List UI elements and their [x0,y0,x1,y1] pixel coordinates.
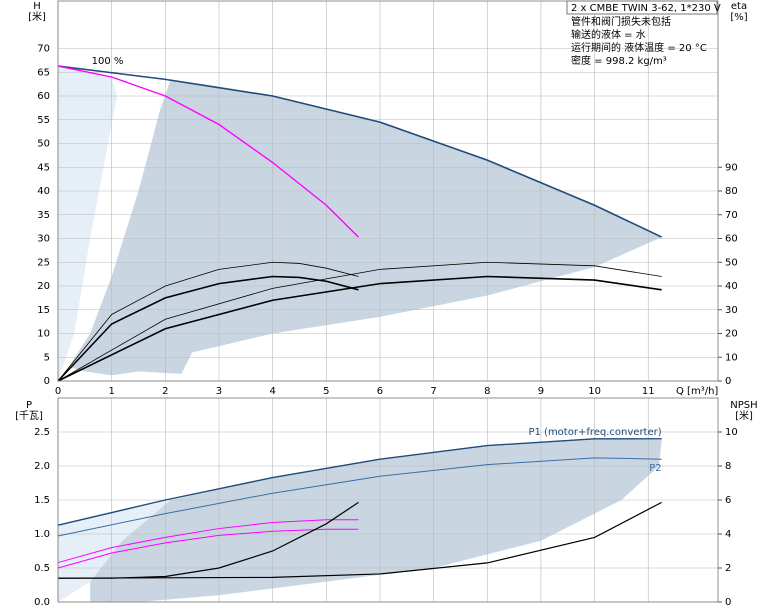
y-tick-label: 25 [37,257,50,268]
plot-frame [57,397,719,603]
y-tick-label: 50 [37,139,50,150]
y-tick-label: 5 [44,352,50,363]
operating-range [90,438,662,602]
curve-label: P2 [649,463,661,474]
curve [57,457,662,537]
info-note: 密度 = 998.2 kg/m³ [571,54,667,67]
curve-label: 100 % [92,56,124,67]
y-tick-label: 40 [37,186,50,197]
y-tick-label: 65 [37,67,50,78]
y-axis-unit: [千瓦] [15,410,43,422]
curve [57,275,359,382]
info-title: 2 x CMBE TWIN 3-62, 1*230 V [571,3,721,14]
curve-label: P1 (motor+freq.converter) [528,427,661,438]
y2-axis-label: NPSH [730,400,757,411]
y2-tick-label: 2 [725,563,731,574]
y2-tick-label: 10 [725,352,738,363]
operating-range [58,66,118,381]
y2-tick-label: 30 [725,305,738,316]
x-tick-label: 10 [588,386,601,397]
y2-tick-label: 8 [725,461,731,472]
y-tick-label: 70 [37,44,50,55]
y2-tick-label: 40 [725,281,738,292]
x-tick-label: 3 [216,386,222,397]
x-tick-label: 1 [108,386,114,397]
info-note: 运行期间的 液体温度 = 20 °C [571,41,707,54]
curve [57,261,359,382]
y-axis-label: P [26,400,32,411]
y2-tick-label: 80 [725,186,738,197]
y2-tick-label: 50 [725,257,738,268]
y-tick-label: 20 [37,281,50,292]
x-tick-label: 11 [642,386,655,397]
y2-tick-label: 4 [725,529,731,540]
x-tick-label: 9 [538,386,544,397]
y-tick-label: 35 [37,210,50,221]
info-box [566,0,718,15]
y-tick-label: 0 [44,376,50,387]
y-axis-label: H [33,1,41,12]
y-tick-label: 1.5 [34,495,50,506]
y-tick-label: 2.0 [34,461,50,472]
y2-tick-label: 90 [725,162,738,173]
curve [57,501,662,579]
y-tick-label: 55 [37,115,50,126]
y-tick-label: 45 [37,162,50,173]
plot-frame [57,0,719,382]
x-tick-label: 0 [55,386,61,397]
y-tick-label: 10 [37,329,50,340]
x-tick-label: 2 [162,386,168,397]
curve [57,65,359,238]
y-axis-unit: [米] [28,10,46,23]
y2-axis-label: eta [731,1,747,12]
x-axis-label: Q [m³/h] [676,386,718,397]
x-tick-label: 5 [323,386,329,397]
y2-axis-unit: [%] [730,12,747,23]
y2-tick-label: 6 [725,495,731,506]
y-tick-label: 30 [37,234,50,245]
curve [57,275,662,382]
y2-tick-label: 0 [725,376,731,387]
curve [57,438,662,526]
curve [57,519,359,564]
y-tick-label: 15 [37,305,50,316]
y-tick-label: 60 [37,91,50,102]
y-tick-label: 0.5 [34,563,50,574]
operating-range [68,79,662,376]
x-tick-label: 8 [484,386,490,397]
y-tick-label: 0.0 [34,597,50,608]
y2-tick-label: 20 [725,329,738,340]
y2-tick-label: 60 [725,234,738,245]
curve [57,261,662,382]
curve [57,65,663,238]
operating-range [58,500,171,602]
x-tick-label: 7 [430,386,436,397]
info-note: 输送的液体 = 水 [571,28,646,41]
y-tick-label: 1.0 [34,529,50,540]
x-tick-label: 6 [377,386,383,397]
y2-tick-label: 10 [725,427,738,438]
x-tick-label: 4 [269,386,275,397]
y-tick-label: 2.5 [34,427,50,438]
info-note: 管件和阀门损失未包括 [571,15,671,28]
curve [57,528,359,569]
y2-axis-unit: [米] [735,409,753,422]
y2-tick-label: 70 [725,210,738,221]
y2-tick-label: 0 [725,597,731,608]
